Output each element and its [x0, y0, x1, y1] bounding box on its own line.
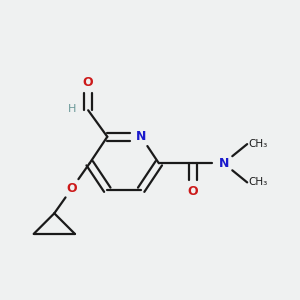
- Text: N: N: [218, 157, 229, 170]
- Text: H: H: [68, 104, 76, 114]
- Text: CH₃: CH₃: [249, 177, 268, 188]
- Text: CH₃: CH₃: [249, 139, 268, 149]
- Text: O: O: [83, 76, 94, 89]
- Text: O: O: [188, 185, 198, 198]
- Text: O: O: [67, 182, 77, 195]
- Text: N: N: [136, 130, 146, 143]
